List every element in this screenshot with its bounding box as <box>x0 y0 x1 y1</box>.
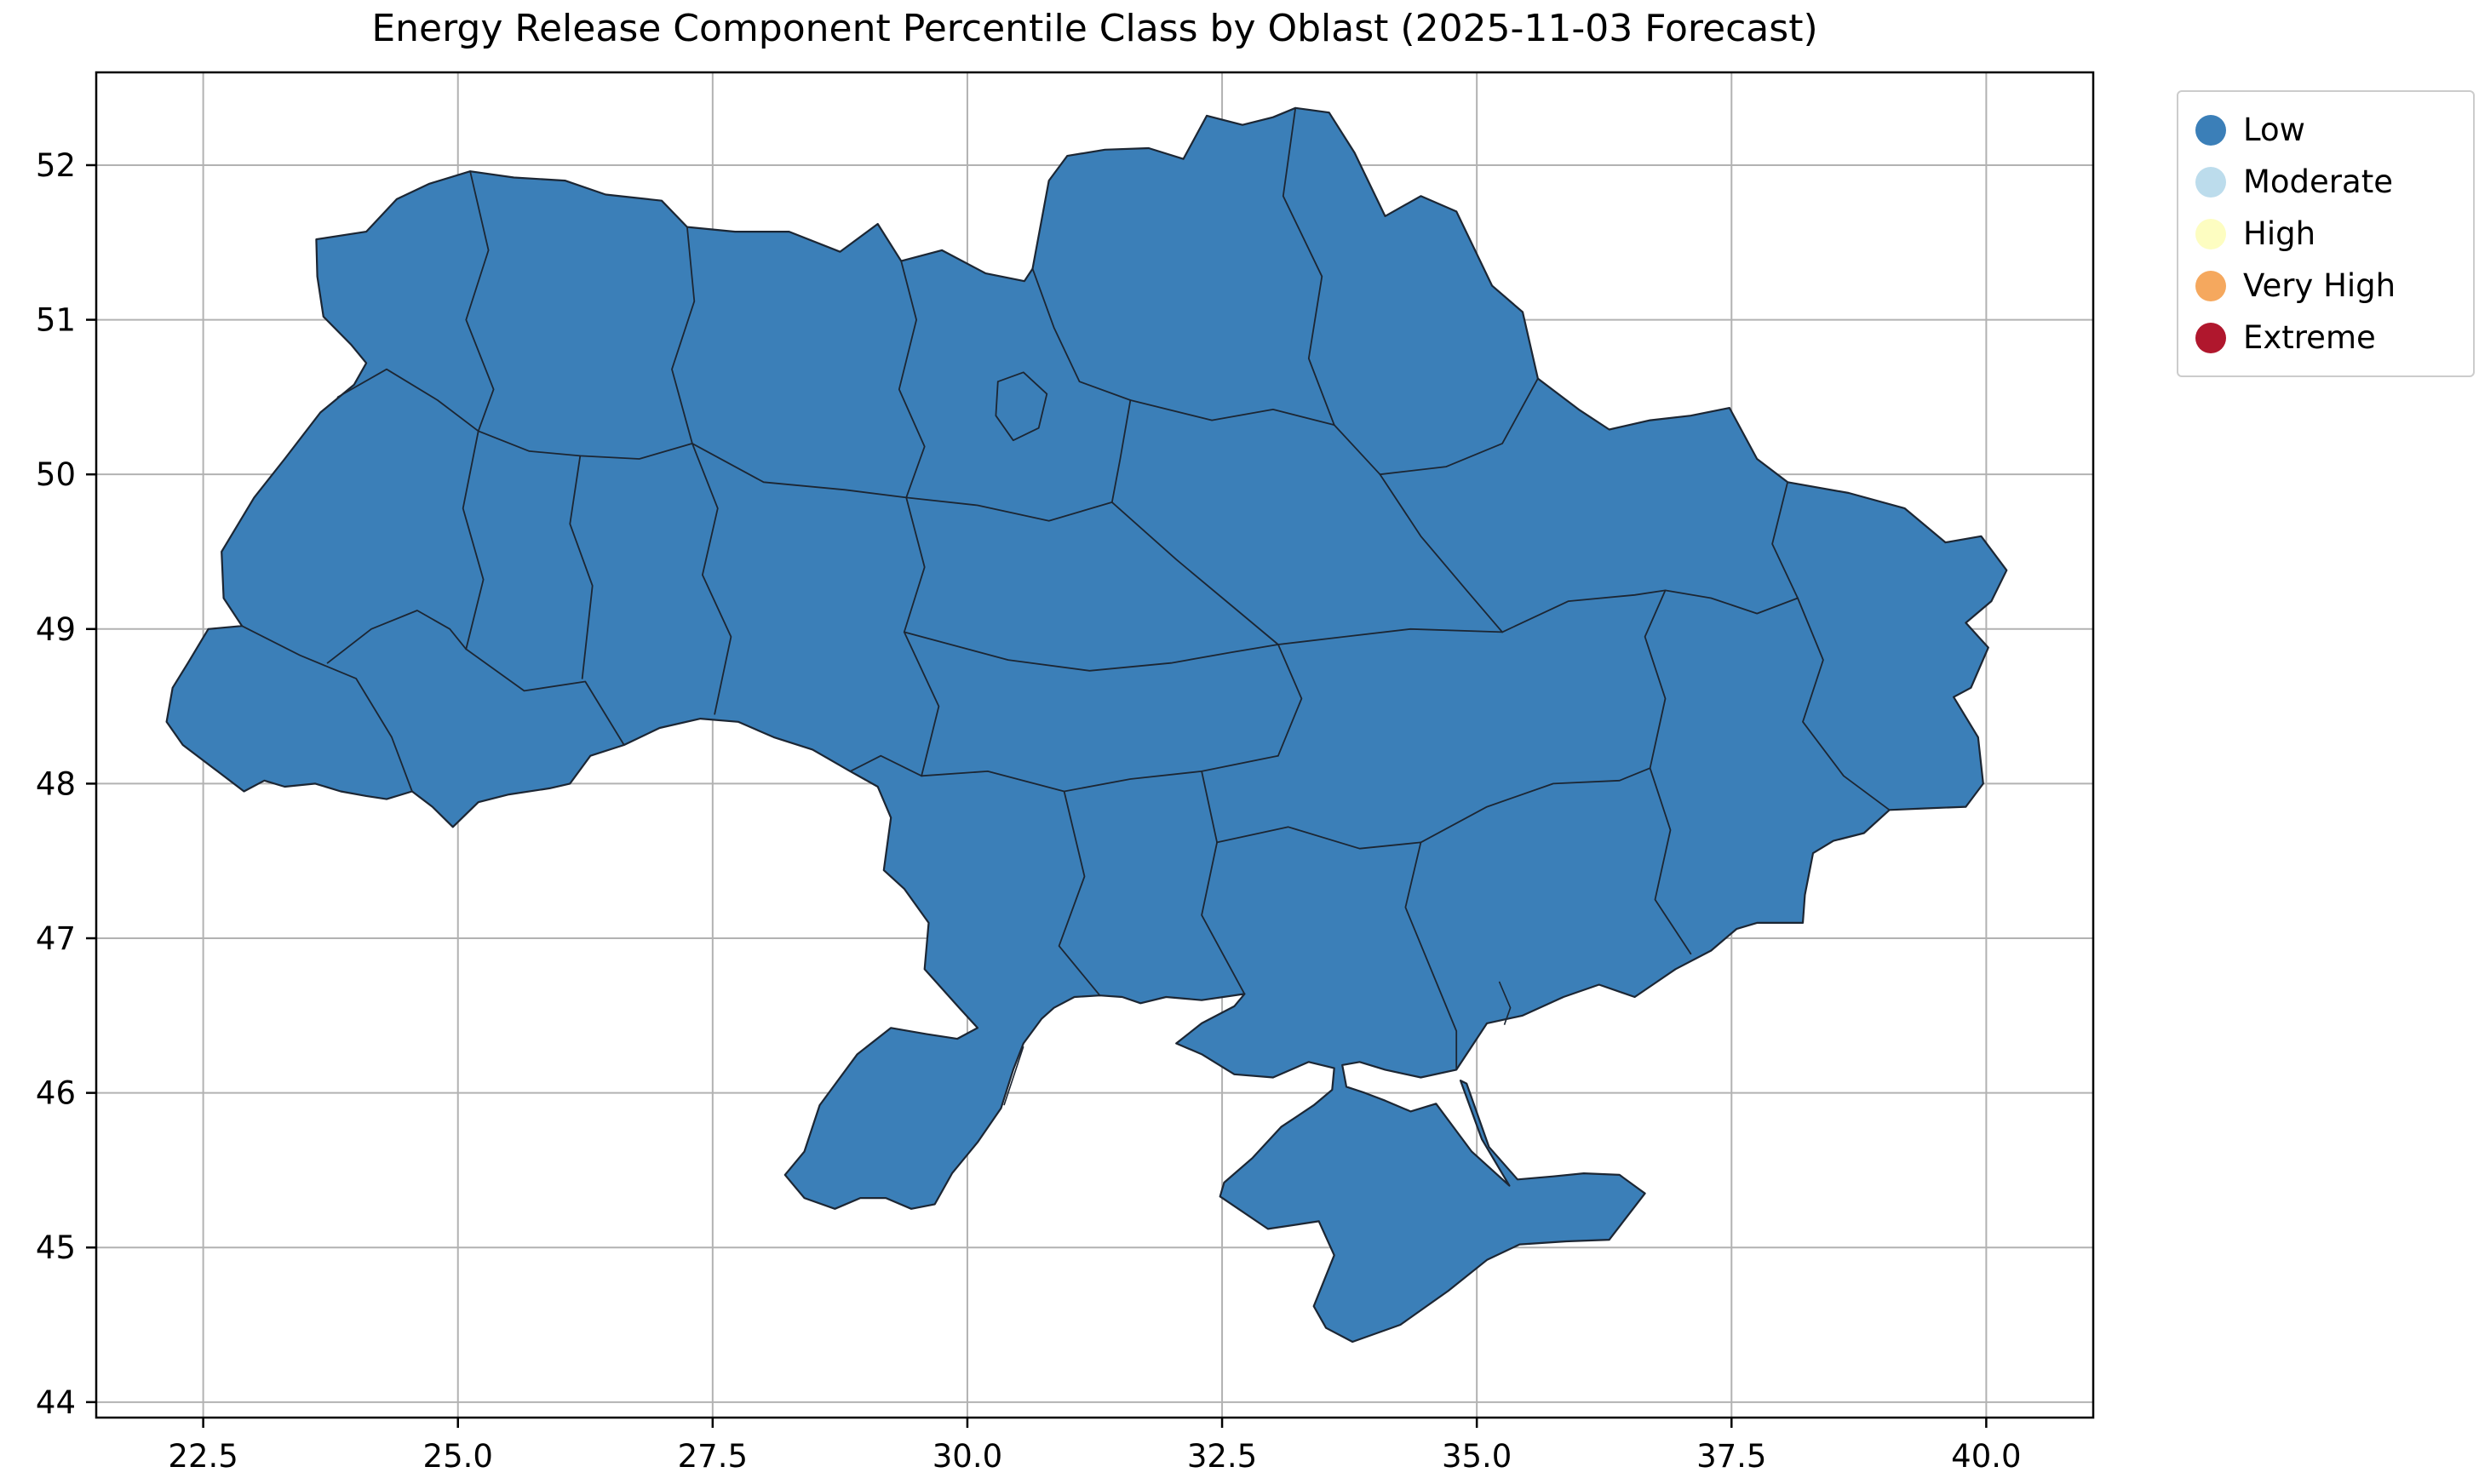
oblast-boundary <box>905 496 1113 522</box>
y-tick-label: 51 <box>36 302 76 339</box>
oblast-boundary <box>1282 106 1335 426</box>
oblast-boundary <box>903 631 1279 672</box>
y-tick-label: 48 <box>36 765 76 802</box>
oblast-boundary <box>1771 481 1799 599</box>
y-tick-label: 47 <box>36 920 76 957</box>
oblast-boundary <box>1110 399 1132 503</box>
oblast-boundary <box>1129 399 1335 426</box>
oblast-boundary <box>326 610 468 664</box>
oblast-boundary <box>1110 501 1279 645</box>
oblast-boundary <box>671 226 696 444</box>
legend-entry-low: Low <box>2195 104 2456 156</box>
oblast-boundary <box>995 371 1048 442</box>
oblast-boundary <box>465 170 495 433</box>
oblast-boundary <box>465 648 625 746</box>
oblast-boundary <box>691 443 908 499</box>
chart-title: Energy Release Component Percentile Clas… <box>371 7 1818 50</box>
y-tick-label: 49 <box>36 611 76 648</box>
y-tick-label: 45 <box>36 1229 76 1266</box>
legend-marker-icon <box>2195 322 2226 353</box>
oblast-boundary <box>1058 790 1101 997</box>
oblast-boundary <box>1664 589 1799 615</box>
legend-label: High <box>2243 215 2316 252</box>
legend-entry-extreme: Extreme <box>2195 312 2456 364</box>
oblast-boundary <box>898 260 926 499</box>
oblast-boundary <box>849 754 922 777</box>
oblast-boundary <box>691 443 732 715</box>
oblast-boundary <box>1216 826 1422 850</box>
oblast-boundary <box>1649 767 1692 955</box>
water-detail-line <box>1498 981 1512 1025</box>
y-tick-label: 52 <box>36 147 76 184</box>
x-tick-label: 25.0 <box>423 1438 493 1475</box>
x-tick-label: 27.5 <box>678 1438 748 1475</box>
x-tick-label: 30.0 <box>932 1438 1002 1475</box>
oblast-boundary <box>1501 589 1667 633</box>
oblast-boundary <box>462 430 485 650</box>
oblast-boundary <box>569 455 594 679</box>
legend-entry-high: High <box>2195 208 2456 260</box>
legend-entry-very-high: Very High <box>2195 260 2456 312</box>
legend-marker-icon <box>2195 166 2226 198</box>
legend-label: Extreme <box>2243 319 2376 356</box>
oblast-boundary <box>1201 771 1246 995</box>
oblast-boundary <box>1277 627 1503 645</box>
x-tick-label: 35.0 <box>1442 1438 1512 1475</box>
y-tick-label: 46 <box>36 1075 76 1112</box>
oblast-boundary <box>1404 841 1458 1071</box>
oblast-boundary <box>1333 377 1539 476</box>
legend-label: Low <box>2243 112 2305 148</box>
legend-entry-moderate: Moderate <box>2195 156 2456 208</box>
oblast-boundary <box>1797 597 1891 811</box>
x-tick-label: 22.5 <box>168 1438 238 1475</box>
ukraine-region-fill <box>165 106 2008 1344</box>
oblast-boundary <box>921 754 1279 793</box>
y-tick-label: 44 <box>36 1384 76 1421</box>
x-tick-label: 32.5 <box>1187 1438 1257 1475</box>
oblast-boundary <box>1031 267 1132 401</box>
oblast-boundary <box>1420 767 1651 844</box>
oblast-boundary <box>1379 473 1503 633</box>
oblast-boundary <box>1644 589 1667 770</box>
legend: Low Moderate High Very High Extreme <box>2177 90 2475 377</box>
legend-label: Moderate <box>2243 163 2393 200</box>
axes-frame <box>95 71 2095 1419</box>
oblast-boundary <box>1277 644 1303 757</box>
oblast-boundary <box>241 625 413 793</box>
legend-marker-icon <box>2195 270 2226 301</box>
legend-label: Very High <box>2243 267 2396 304</box>
legend-marker-icon <box>2195 114 2226 146</box>
x-tick-label: 40.0 <box>1951 1438 2021 1475</box>
y-tick-label: 50 <box>36 456 76 493</box>
x-tick-label: 37.5 <box>1696 1438 1766 1475</box>
water-detail-line <box>1003 1046 1024 1106</box>
oblast-boundary <box>336 368 479 433</box>
legend-marker-icon <box>2195 218 2226 249</box>
